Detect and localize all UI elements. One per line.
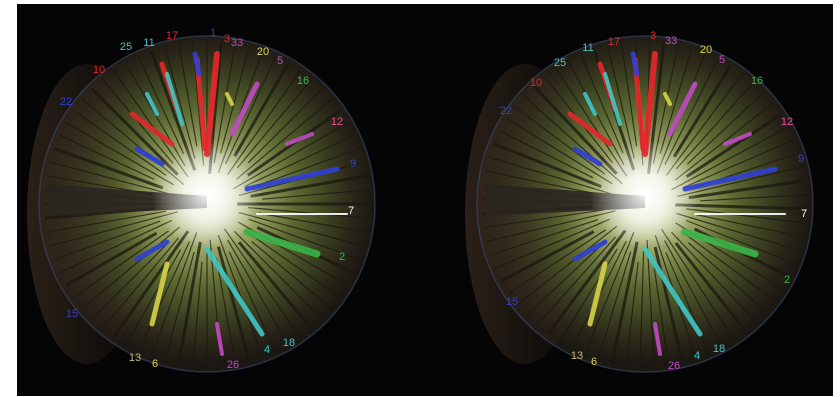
tree-label: 6 bbox=[591, 356, 597, 368]
tree-label: 13 bbox=[129, 352, 141, 364]
stem-mark bbox=[667, 81, 698, 137]
tree-label: 15 bbox=[506, 296, 518, 308]
tree-label: 25 bbox=[554, 57, 566, 69]
sky-gap bbox=[152, 139, 262, 249]
tree-label: 33 bbox=[231, 37, 243, 49]
stem-mark bbox=[572, 146, 603, 167]
tree-label: 6 bbox=[152, 358, 158, 370]
stem-mark bbox=[165, 72, 184, 126]
tree-label: 22 bbox=[60, 96, 72, 108]
lens-rim bbox=[38, 35, 376, 373]
tree-label: 16 bbox=[297, 75, 309, 87]
stem-mark bbox=[630, 51, 640, 77]
tree-label: 10 bbox=[530, 77, 542, 89]
stem-mark bbox=[583, 92, 597, 116]
stem-mark bbox=[204, 51, 220, 157]
stem-mark bbox=[134, 146, 165, 167]
stem-mark bbox=[642, 246, 703, 337]
stem-mark bbox=[587, 261, 608, 327]
stem-mark bbox=[215, 322, 224, 356]
stem-mark bbox=[229, 81, 260, 137]
lens-rim bbox=[476, 35, 814, 373]
tree-label: 18 bbox=[713, 343, 725, 355]
tree-label: 10 bbox=[93, 64, 105, 76]
tree-label: 2 bbox=[784, 274, 790, 286]
sky-gap bbox=[590, 139, 700, 249]
tree-label: 2 bbox=[339, 251, 345, 263]
tree-trunks bbox=[44, 41, 370, 367]
tree-label: 9 bbox=[350, 158, 356, 170]
tree-label: 5 bbox=[719, 54, 725, 66]
tree-label: 11 bbox=[582, 42, 593, 54]
tree-label: 12 bbox=[331, 116, 343, 128]
stem-mark bbox=[723, 132, 752, 146]
tree-label: 26 bbox=[668, 360, 680, 372]
stem-mark bbox=[134, 239, 170, 262]
stem-mark bbox=[653, 322, 662, 356]
tree-label: 12 bbox=[781, 116, 793, 128]
stem-mark bbox=[243, 228, 321, 258]
tree-label: 5 bbox=[277, 55, 283, 67]
stem-mark bbox=[285, 132, 314, 146]
stem-mark bbox=[603, 72, 622, 126]
tree-label: 3 bbox=[650, 30, 656, 42]
tree-label: 4 bbox=[694, 350, 700, 362]
stem-mark bbox=[145, 92, 159, 116]
stem-mark bbox=[149, 261, 170, 327]
stem-mark bbox=[567, 111, 613, 147]
tree-label: 22 bbox=[500, 105, 512, 117]
tree-label: 11 bbox=[143, 37, 154, 49]
tree-label: 3 bbox=[224, 33, 230, 45]
tree-label: 18 bbox=[283, 337, 295, 349]
tree-label: 25 bbox=[120, 41, 132, 53]
tree-label: 1 bbox=[210, 27, 216, 39]
tree-label: 26 bbox=[227, 359, 239, 371]
tree-label: 20 bbox=[700, 44, 712, 56]
stem-mark bbox=[204, 246, 265, 337]
stem-mark bbox=[244, 166, 340, 192]
tree-label: 7 bbox=[348, 205, 354, 217]
tree-label: 17 bbox=[608, 36, 620, 48]
tree-label: 15 bbox=[66, 308, 78, 320]
tree-label: 9 bbox=[798, 153, 804, 165]
stem-mark bbox=[663, 92, 672, 106]
tree-label: 17 bbox=[166, 30, 178, 42]
stem-mark bbox=[682, 166, 778, 192]
annotated-stems bbox=[129, 51, 348, 356]
stem-mark bbox=[129, 111, 175, 147]
tree-label: 13 bbox=[571, 350, 583, 362]
tree-label: 33 bbox=[665, 35, 677, 47]
stem-mark bbox=[681, 228, 759, 258]
annotated-stems bbox=[567, 51, 786, 356]
tree-label: 20 bbox=[257, 46, 269, 58]
stem-mark bbox=[192, 51, 202, 77]
tree-label: 7 bbox=[801, 208, 807, 220]
tree-label: 4 bbox=[264, 344, 270, 356]
stereo-hemispherical-photo: 25 11 17 1 3 33 20 5 16 10 22 12 9 7 2 18 4 26 13 6 15 25 11 17… bbox=[17, 4, 833, 396]
stem-mark bbox=[642, 51, 658, 157]
stem-mark bbox=[572, 239, 608, 262]
tree-label: 16 bbox=[751, 75, 763, 87]
stem-mark bbox=[225, 92, 234, 106]
